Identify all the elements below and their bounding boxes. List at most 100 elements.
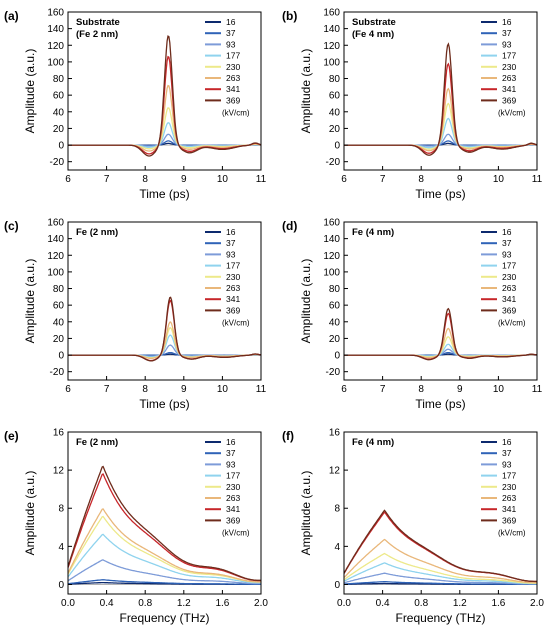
legend-label: 93 [226, 249, 236, 259]
y-tick-label: 60 [53, 301, 65, 312]
y-tick-label: 160 [323, 218, 340, 229]
y-tick-label: 20 [53, 334, 65, 345]
inset-label: Fe (2 nm) [76, 227, 118, 238]
y-tick-label: 80 [329, 284, 341, 295]
legend-label: 341 [226, 504, 240, 514]
inset-label: Fe (2 nm) [76, 437, 118, 448]
y-tick-label: 140 [323, 24, 340, 35]
y-axis-title: Amplitude (a.u.) [23, 49, 37, 134]
y-tick-label: 12 [329, 466, 341, 477]
x-tick-label: 1.6 [215, 598, 229, 609]
series-line-230 [67, 515, 261, 583]
y-axis-title: Amplitude (a.u.) [299, 471, 313, 556]
x-tick-label: 6 [341, 174, 347, 185]
x-tick-label: 10 [217, 384, 229, 395]
x-tick-label: 10 [493, 384, 505, 395]
y-tick-label: 160 [47, 218, 64, 229]
series-line-263 [343, 538, 537, 584]
panel-5: (f) 0.0 0.4 0.8 1.2 1.6 2.0 0 4 8 12 16 Frequency (T… [282, 428, 544, 626]
x-tick-label: 11 [532, 384, 543, 395]
x-tick-label: 0.0 [61, 598, 75, 609]
x-tick-label: 8 [418, 174, 424, 185]
legend-label: 341 [226, 294, 240, 304]
panel-4: (e) 0.0 0.4 0.8 1.2 1.6 2.0 0 4 8 12 16 Frequency (T… [4, 428, 268, 626]
y-tick-label: 0 [58, 351, 64, 362]
series-line-177 [67, 533, 261, 584]
legend-label: 177 [226, 51, 240, 61]
legend-label: 369 [226, 305, 240, 315]
legend-label: 230 [226, 482, 240, 492]
inset-label: (Fe 2 nm) [76, 29, 118, 40]
y-tick-label: 140 [47, 234, 64, 245]
legend-unit: (kV/cm) [498, 529, 526, 538]
y-tick-label: 20 [329, 334, 341, 345]
x-tick-label: 8 [142, 384, 148, 395]
x-tick-label: 6 [65, 384, 71, 395]
y-tick-label: 60 [53, 91, 65, 102]
y-tick-label: 8 [334, 504, 340, 515]
y-tick-label: 8 [58, 504, 64, 515]
legend-label: 263 [502, 73, 516, 83]
y-tick-label: 4 [334, 542, 340, 553]
inset-label: Substrate [76, 17, 120, 28]
y-tick-label: 16 [53, 428, 65, 439]
y-tick-label: -20 [50, 157, 65, 168]
legend-label: 369 [226, 515, 240, 525]
legend-label: 369 [502, 515, 516, 525]
y-tick-label: 20 [329, 124, 341, 135]
y-tick-label: 100 [47, 57, 64, 68]
series-line-230 [343, 552, 537, 584]
y-tick-label: 20 [53, 124, 65, 135]
series-line-230 [344, 336, 537, 358]
series-line-341 [67, 473, 261, 582]
y-tick-label: 120 [323, 41, 340, 52]
x-tick-label: 9 [457, 384, 463, 395]
series-line-369 [344, 307, 538, 361]
y-tick-label: -20 [326, 367, 341, 378]
legend-label: 177 [502, 261, 516, 271]
y-tick-label: 100 [323, 57, 340, 68]
panel-label: (f) [282, 429, 294, 443]
x-tick-label: 8 [142, 174, 148, 185]
legend-label: 230 [226, 62, 240, 72]
x-tick-label: 7 [380, 384, 386, 395]
x-axis-title: Time (ps) [139, 397, 189, 411]
x-tick-label: 0.8 [138, 598, 152, 609]
legend-label: 177 [502, 51, 516, 61]
series-line-369 [67, 465, 261, 581]
x-tick-label: 8 [418, 384, 424, 395]
panel-label: (b) [282, 9, 297, 23]
x-tick-label: 11 [256, 174, 267, 185]
legend-label: 37 [502, 448, 512, 458]
panel-label: (e) [4, 429, 19, 443]
plot-frame [67, 431, 262, 595]
legend-label: 230 [226, 272, 240, 282]
panel-3: (d) 6 7 8 9 10 11 -20 0 20 40 60 80 100 120 140 160 Time … [282, 218, 543, 412]
panel-label: (a) [4, 9, 19, 23]
x-tick-label: 0.4 [100, 598, 114, 609]
legend-label: 37 [226, 238, 236, 248]
y-tick-label: 100 [47, 267, 64, 278]
x-axis-title: Time (ps) [415, 397, 465, 411]
y-tick-label: 160 [323, 8, 340, 19]
x-axis-title: Frequency (THz) [119, 611, 209, 625]
x-tick-label: 0.8 [414, 598, 428, 609]
y-axis-title: Amplitude (a.u.) [299, 49, 313, 134]
legend-label: 177 [226, 471, 240, 481]
legend-label: 341 [502, 84, 516, 94]
y-tick-label: 80 [53, 74, 65, 85]
legend-label: 263 [502, 493, 516, 503]
y-tick-label: 0 [334, 141, 340, 152]
legend-label: 16 [226, 227, 236, 237]
series-line-369 [343, 509, 537, 583]
inset-label: Fe (4 nm) [352, 227, 394, 238]
legend-label: 263 [226, 73, 240, 83]
y-axis-title: Amplitude (a.u.) [23, 259, 37, 344]
plot-frame [67, 11, 262, 171]
y-tick-label: 40 [329, 317, 341, 328]
legend-label: 341 [226, 84, 240, 94]
y-tick-label: 12 [53, 466, 65, 477]
x-axis-title: Time (ps) [139, 187, 189, 201]
y-tick-label: 140 [47, 24, 64, 35]
series-line-37 [67, 579, 261, 585]
